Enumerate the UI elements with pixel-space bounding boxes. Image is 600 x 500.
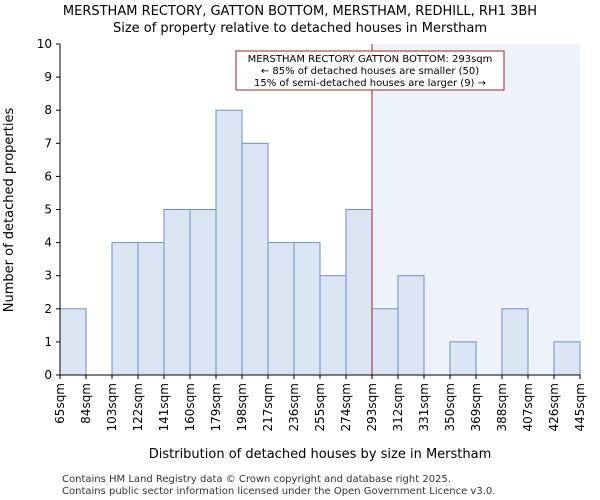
x-tick-label: 65sqm — [53, 383, 67, 424]
y-ticks-layer: 0 1 2 3 4 5 6 7 8 9 10 — [37, 37, 60, 382]
x-tick-label: 255sqm — [313, 383, 327, 431]
x-tick-label: 407sqm — [521, 383, 535, 431]
bar-274sqm — [345, 209, 373, 376]
x-tick-label: 369sqm — [469, 383, 483, 431]
bar-293sqm — [371, 308, 399, 376]
chart-title: MERSTHAM RECTORY, GATTON BOTTOM, MERSTHA… — [63, 4, 537, 19]
y-tick-label: 10 — [37, 37, 52, 51]
y-tick-label: 6 — [44, 169, 52, 183]
bar-236sqm — [293, 242, 321, 376]
x-tick-label: 426sqm — [547, 383, 561, 431]
annotation-line-2: ← 85% of detached houses are smaller (50… — [261, 66, 479, 77]
annotation-line-1: MERSTHAM RECTORY GATTON BOTTOM: 293sqm — [248, 54, 493, 65]
y-tick-label: 0 — [44, 368, 52, 382]
y-axis-label: Number of detached properties — [2, 108, 17, 313]
x-tick-label: 179sqm — [209, 383, 223, 431]
bar-122sqm — [137, 242, 165, 376]
x-tick-label: 445sqm — [573, 383, 587, 431]
x-tick-label: 312sqm — [391, 383, 405, 431]
bar-388sqm — [501, 308, 529, 376]
y-tick-label: 2 — [44, 302, 52, 316]
y-tick-label: 8 — [44, 103, 52, 117]
bar-65sqm — [59, 308, 87, 376]
x-tick-label: 141sqm — [157, 383, 171, 431]
y-tick-label: 4 — [44, 236, 52, 250]
y-tick-label: 7 — [44, 136, 52, 150]
x-tick-label: 84sqm — [79, 383, 93, 424]
bar-426sqm — [553, 341, 581, 376]
chart-subtitle: Size of property relative to detached ho… — [113, 21, 487, 36]
x-tick-label: 331sqm — [417, 383, 431, 431]
bar-103sqm — [111, 242, 139, 376]
x-axis-label: Distribution of detached houses by size … — [149, 447, 492, 462]
bar-160sqm — [189, 209, 217, 376]
y-tick-label: 1 — [44, 335, 52, 349]
bar-179sqm — [215, 109, 243, 376]
bar-217sqm — [267, 242, 295, 376]
y-tick-label: 3 — [44, 269, 52, 283]
y-tick-label: 9 — [44, 70, 52, 84]
bar-255sqm — [319, 275, 347, 376]
footer-line-2: Contains public sector information licen… — [62, 486, 495, 497]
x-tick-label: 198sqm — [235, 383, 249, 431]
bar-141sqm — [163, 209, 191, 376]
footer-line-1: Contains HM Land Registry data © Crown c… — [62, 474, 451, 485]
x-tick-label: 293sqm — [365, 383, 379, 431]
x-tick-label: 236sqm — [287, 383, 301, 431]
x-tick-label: 350sqm — [443, 383, 457, 431]
x-tick-label: 103sqm — [105, 383, 119, 431]
x-ticks-layer: 65sqm 84sqm 103sqm 122sqm 141sqm 160sqm 179sqm… — [53, 375, 587, 431]
x-tick-label: 388sqm — [495, 383, 509, 431]
bars-layer — [59, 109, 581, 376]
x-tick-label: 217sqm — [261, 383, 275, 431]
y-tick-label: 5 — [44, 203, 52, 217]
bar-198sqm — [241, 142, 269, 376]
annotation-box — [235, 50, 505, 91]
bar-350sqm — [449, 341, 477, 376]
bar-312sqm — [397, 275, 425, 376]
x-tick-label: 274sqm — [339, 383, 353, 431]
x-tick-label: 160sqm — [183, 383, 197, 431]
x-tick-label: 122sqm — [131, 383, 145, 431]
annotation-line-3: 15% of semi-detached houses are larger (… — [254, 78, 486, 89]
